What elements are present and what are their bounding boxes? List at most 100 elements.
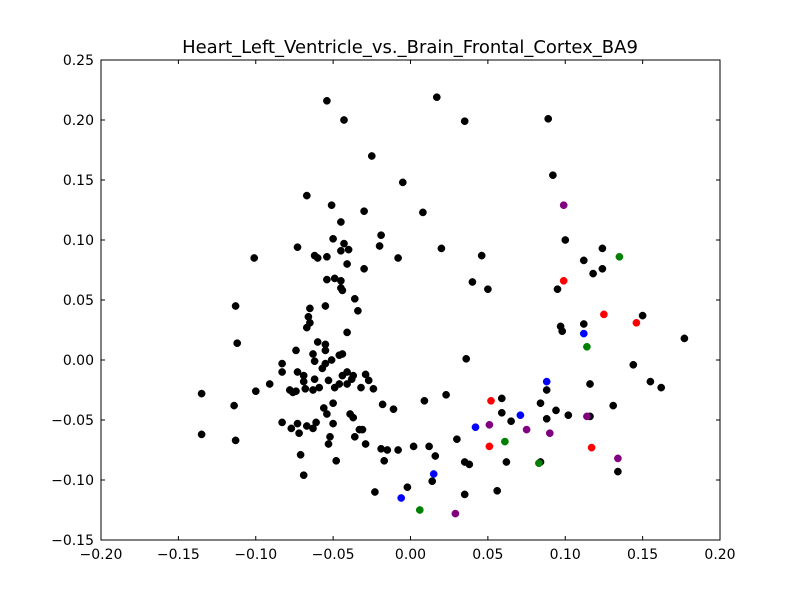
data-point [343, 368, 351, 376]
data-point [493, 486, 502, 495]
data-point [657, 383, 666, 392]
data-point [278, 368, 286, 376]
data-point [293, 419, 302, 428]
data-point [375, 242, 384, 250]
data-point [323, 410, 331, 418]
data-point [564, 411, 573, 420]
data-point [535, 459, 543, 468]
data-point [451, 509, 460, 518]
data-point [558, 327, 567, 336]
data-point [415, 506, 424, 514]
data-point [349, 413, 358, 422]
data-point [419, 208, 427, 217]
data-point [231, 436, 240, 445]
data-point [324, 440, 333, 448]
data-point [394, 446, 402, 454]
data-point [442, 390, 450, 399]
data-point [583, 342, 591, 351]
data-point [338, 286, 347, 295]
data-point [487, 396, 495, 405]
x-tick-label: −0.15 [157, 547, 200, 563]
data-point [313, 338, 322, 346]
data-point [501, 437, 509, 446]
data-point [358, 425, 367, 434]
data-point [542, 386, 551, 394]
data-point [337, 276, 345, 285]
data-point [354, 306, 362, 315]
data-point [251, 387, 260, 396]
data-point [360, 207, 368, 216]
data-point [278, 359, 286, 368]
data-point [389, 405, 398, 414]
data-point [340, 116, 348, 124]
data-point [561, 236, 570, 244]
data-point [309, 424, 317, 433]
data-point [377, 444, 385, 453]
data-point [338, 350, 347, 358]
data-point [615, 252, 624, 261]
data-point [429, 470, 438, 478]
data-point [460, 117, 469, 126]
data-point [544, 114, 553, 123]
data-point [233, 339, 242, 348]
y-tick-label: −0.15 [51, 533, 94, 549]
data-point [403, 483, 412, 492]
data-point [310, 375, 319, 384]
x-axis: −0.20 −0.15 −0.10 −0.05 0.00 0.05 0.10 0.15 0.20 [80, 60, 736, 563]
data-point [471, 423, 480, 432]
data-point [428, 477, 437, 486]
data-point [313, 254, 322, 262]
data-point [289, 388, 297, 397]
data-point [432, 93, 441, 102]
data-point [453, 435, 461, 444]
data-point [380, 456, 389, 465]
data-point [323, 275, 331, 284]
y-tick-label: 0.00 [63, 353, 94, 369]
y-tick-label: 0.05 [63, 293, 94, 309]
data-point [309, 350, 317, 358]
data-point [250, 254, 259, 262]
data-point [394, 254, 402, 262]
y-tick-label: −0.10 [51, 473, 94, 489]
data-point [629, 360, 638, 369]
data-point [295, 429, 303, 438]
data-point [335, 380, 344, 388]
data-point [632, 318, 641, 327]
data-point [559, 201, 568, 210]
data-point [296, 450, 305, 459]
data-point [680, 334, 689, 343]
data-point [507, 417, 515, 426]
data-point [299, 471, 308, 480]
data-point [614, 467, 622, 476]
data-point [360, 264, 368, 273]
data-point [343, 260, 351, 268]
data-point [312, 418, 320, 427]
data-point [301, 384, 310, 393]
data-point [306, 304, 314, 313]
data-point [364, 376, 373, 385]
data-point [321, 346, 330, 355]
data-point [369, 384, 378, 393]
data-point [600, 310, 608, 319]
data-point [477, 251, 486, 260]
data-point [278, 418, 286, 427]
x-tick-label: −0.10 [234, 547, 277, 563]
data-point [497, 394, 506, 403]
data-point [522, 425, 531, 434]
data-point [361, 370, 370, 379]
data-point [378, 400, 387, 409]
data-point [502, 458, 511, 466]
data-point [265, 380, 274, 388]
y-tick-label: −0.05 [51, 413, 94, 429]
data-point [315, 383, 324, 392]
x-tick-label: −0.05 [312, 547, 355, 563]
x-tick-label: 0.05 [472, 547, 503, 563]
data-point [340, 239, 348, 248]
x-tick-label: 0.20 [704, 547, 735, 563]
data-point [549, 171, 557, 180]
data-point [344, 245, 353, 254]
data-point [398, 178, 407, 187]
data-point [638, 311, 647, 320]
data-point [324, 376, 333, 385]
data-point [484, 285, 492, 294]
